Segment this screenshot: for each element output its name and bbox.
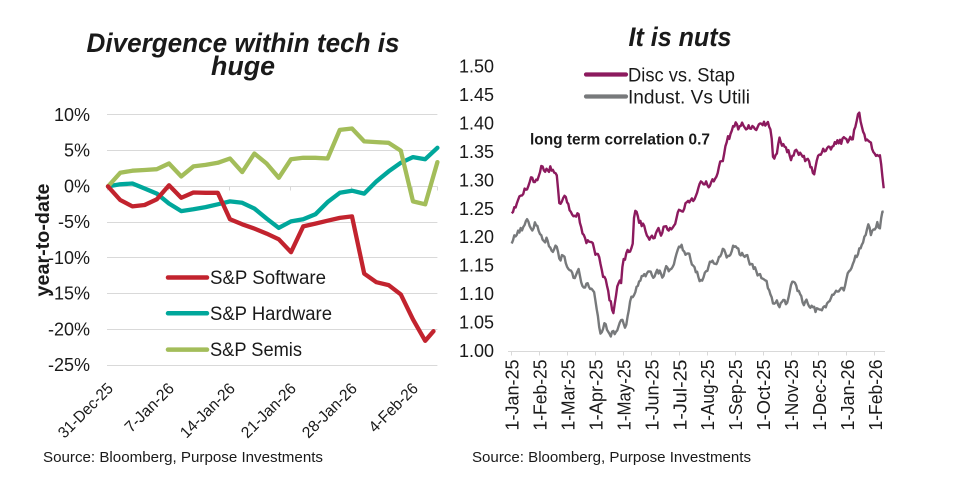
svg-text:1.35: 1.35 [459,142,494,162]
svg-text:It is nuts: It is nuts [629,22,732,52]
svg-text:0%: 0% [64,176,90,196]
svg-text:Divergence within tech is: Divergence within tech is [87,28,400,58]
svg-text:year-to-date: year-to-date [33,184,54,297]
svg-text:-10%: -10% [48,248,90,268]
svg-text:1-Mar-25: 1-Mar-25 [558,360,579,431]
svg-text:1-Jan-25: 1-Jan-25 [502,360,523,431]
svg-text:1.25: 1.25 [459,199,494,219]
svg-text:10%: 10% [54,105,90,125]
svg-text:-5%: -5% [58,212,90,232]
svg-text:1-Feb-26: 1-Feb-26 [865,360,886,431]
svg-text:Source: Bloomberg, Purpose Inv: Source: Bloomberg, Purpose Investments [43,449,323,466]
svg-text:1-Jul-25: 1-Jul-25 [669,360,690,431]
svg-text:1-Aug-25: 1-Aug-25 [697,360,718,431]
svg-text:1.40: 1.40 [459,113,494,133]
svg-text:long term correlation 0.7: long term correlation 0.7 [530,132,710,149]
svg-text:1-Nov-25: 1-Nov-25 [781,360,802,431]
svg-text:1.50: 1.50 [459,57,494,77]
svg-text:-15%: -15% [48,284,90,304]
svg-text:1-Sep-25: 1-Sep-25 [725,360,746,431]
svg-text:S&P Software: S&P Software [210,268,326,289]
svg-text:1.30: 1.30 [459,170,494,190]
svg-text:Disc vs. Stap: Disc vs. Stap [628,66,735,87]
svg-text:5%: 5% [64,141,90,161]
svg-text:Indust. Vs Utili: Indust. Vs Utili [628,88,750,109]
svg-text:1-Oct-25: 1-Oct-25 [753,360,774,431]
svg-text:1.45: 1.45 [459,85,494,105]
svg-text:S&P Hardware: S&P Hardware [210,304,332,325]
svg-text:huge: huge [211,51,275,81]
svg-text:1-Apr-25: 1-Apr-25 [586,360,607,431]
svg-text:1.10: 1.10 [459,284,494,304]
svg-text:1-Feb-25: 1-Feb-25 [530,360,551,431]
svg-text:1-Jan-26: 1-Jan-26 [837,360,858,431]
svg-text:Source: Bloomberg, Purpose Inv: Source: Bloomberg, Purpose Investments [472,449,751,466]
svg-text:1.15: 1.15 [459,256,494,276]
svg-text:1.20: 1.20 [459,227,494,247]
svg-text:1-Dec-25: 1-Dec-25 [809,360,830,431]
svg-text:-25%: -25% [48,355,90,375]
svg-text:-20%: -20% [48,319,90,339]
svg-text:1.05: 1.05 [459,313,494,333]
svg-text:1-May-25: 1-May-25 [613,360,634,431]
svg-text:1.00: 1.00 [459,341,494,361]
svg-text:S&P Semis: S&P Semis [210,340,302,361]
svg-text:1-Jun-25: 1-Jun-25 [641,360,662,431]
